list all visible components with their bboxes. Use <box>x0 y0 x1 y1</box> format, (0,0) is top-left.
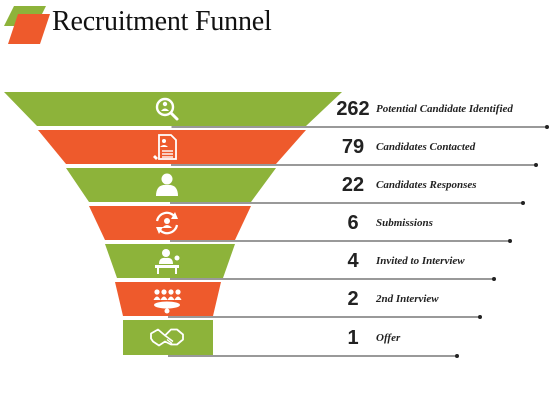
stage-value: 262 <box>336 98 370 120</box>
person-cycle-icon <box>155 211 179 235</box>
interview-desk-icon <box>155 249 180 274</box>
stage-label: Invited to Interview <box>376 255 465 267</box>
stage-connector-dot <box>534 163 538 167</box>
stage-value: 2 <box>347 288 359 310</box>
stage-connector-dot <box>492 277 496 281</box>
funnel-stage-band <box>66 168 276 202</box>
stage-connector-dot <box>508 239 512 243</box>
stage-value: 6 <box>347 212 359 234</box>
funnel-stage-band <box>38 130 306 164</box>
candidate-person-icon <box>156 173 178 196</box>
stage-label: Offer <box>376 331 401 344</box>
funnel-stage-band <box>89 206 251 240</box>
stage-value: 22 <box>341 174 365 196</box>
funnel-stage-band <box>115 282 221 316</box>
resume-document-icon <box>153 134 177 160</box>
stage-label: Potential Candidate Identified <box>376 103 513 115</box>
title-logo-icon <box>4 6 50 44</box>
stage-value: 79 <box>341 136 365 158</box>
stage-value: 1 <box>347 326 359 349</box>
page-title: Recruitment Funnel <box>52 6 272 37</box>
panel-meeting-icon <box>153 289 182 314</box>
stage-connector-dot <box>545 125 549 129</box>
stage-connector-dot <box>455 354 459 358</box>
stage-label: Submissions <box>376 217 433 229</box>
stage-label: Candidates Contacted <box>376 141 476 153</box>
stage-label: Candidates Responses <box>376 179 477 191</box>
handshake-icon <box>150 328 184 347</box>
stage-label: 2nd Interview <box>376 293 439 305</box>
stage-connector-dot <box>521 201 525 205</box>
stage-connector-dot <box>478 315 482 319</box>
magnifier-person-icon <box>155 97 179 121</box>
stage-value: 4 <box>347 250 359 272</box>
